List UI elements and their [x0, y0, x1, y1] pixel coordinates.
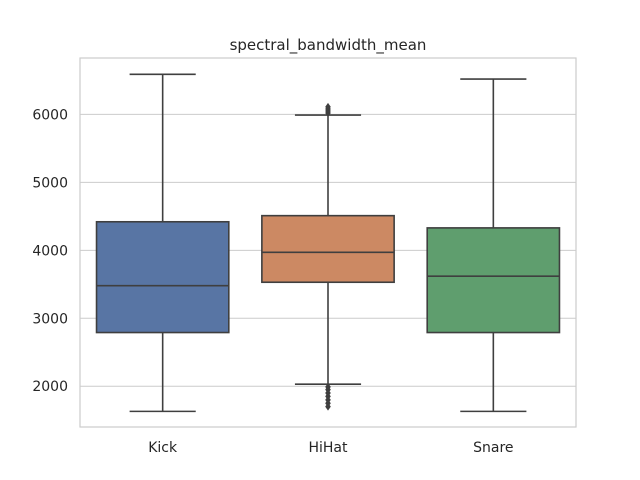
x-tick-label: HiHat	[308, 440, 348, 456]
box-iqr	[261, 214, 395, 284]
box-iqr	[95, 220, 230, 334]
outlier-point	[325, 102, 331, 111]
x-tick-labels: Kick HiHat Snare	[148, 440, 513, 456]
y-tick-label: 2000	[32, 379, 68, 395]
y-tick-label: 6000	[32, 107, 68, 123]
boxes	[95, 73, 561, 413]
box-group-snare	[426, 78, 561, 413]
box-iqr	[426, 227, 561, 334]
x-tick-label: Kick	[148, 440, 178, 456]
y-tick-label: 5000	[32, 175, 68, 191]
x-tick-label: Snare	[473, 440, 513, 456]
y-tick-label: 4000	[32, 243, 68, 259]
box-group-kick	[95, 73, 230, 413]
y-tick-label: 3000	[32, 311, 68, 327]
plot-frame	[79, 57, 577, 428]
outlier-point	[325, 402, 331, 411]
y-tick-labels: 2000 3000 4000 5000 6000	[32, 107, 68, 395]
box-group-hihat	[261, 102, 395, 411]
chart-title: spectral_bandwidth_mean	[230, 36, 427, 55]
